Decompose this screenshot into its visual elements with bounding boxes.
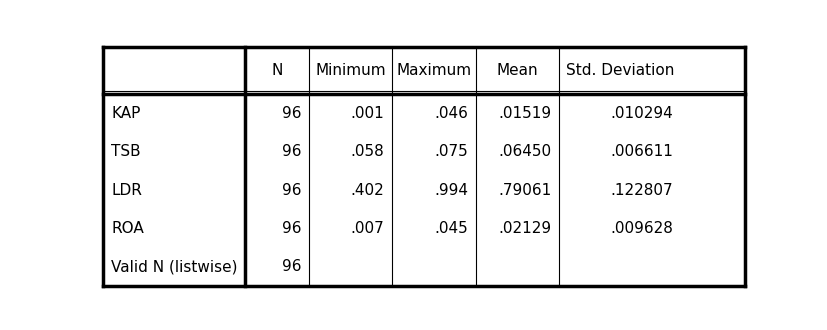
- Text: .06450: .06450: [498, 144, 551, 159]
- Text: .994: .994: [433, 182, 467, 198]
- Text: .007: .007: [351, 221, 384, 236]
- Text: N: N: [270, 63, 282, 78]
- Text: .009628: .009628: [609, 221, 672, 236]
- Text: .02129: .02129: [498, 221, 551, 236]
- Text: 96: 96: [281, 106, 301, 121]
- Text: .010294: .010294: [609, 106, 672, 121]
- Text: Valid N (listwise): Valid N (listwise): [111, 259, 237, 274]
- Text: Std. Deviation: Std. Deviation: [565, 63, 673, 78]
- Text: .058: .058: [351, 144, 384, 159]
- Text: .122807: .122807: [610, 182, 672, 198]
- Text: .075: .075: [433, 144, 467, 159]
- Text: 96: 96: [281, 221, 301, 236]
- Text: 96: 96: [281, 259, 301, 274]
- Text: Maximum: Maximum: [396, 63, 471, 78]
- Text: .006611: .006611: [609, 144, 672, 159]
- Text: 96: 96: [281, 182, 301, 198]
- Text: .001: .001: [351, 106, 384, 121]
- Text: .045: .045: [433, 221, 467, 236]
- Text: .79061: .79061: [498, 182, 551, 198]
- Text: Minimum: Minimum: [315, 63, 385, 78]
- Text: 96: 96: [281, 144, 301, 159]
- Text: LDR: LDR: [111, 182, 142, 198]
- Text: KAP: KAP: [111, 106, 141, 121]
- Text: .01519: .01519: [498, 106, 551, 121]
- Text: .402: .402: [351, 182, 384, 198]
- Text: .046: .046: [433, 106, 467, 121]
- Text: Mean: Mean: [496, 63, 538, 78]
- Text: TSB: TSB: [111, 144, 141, 159]
- Text: ROA: ROA: [111, 221, 144, 236]
